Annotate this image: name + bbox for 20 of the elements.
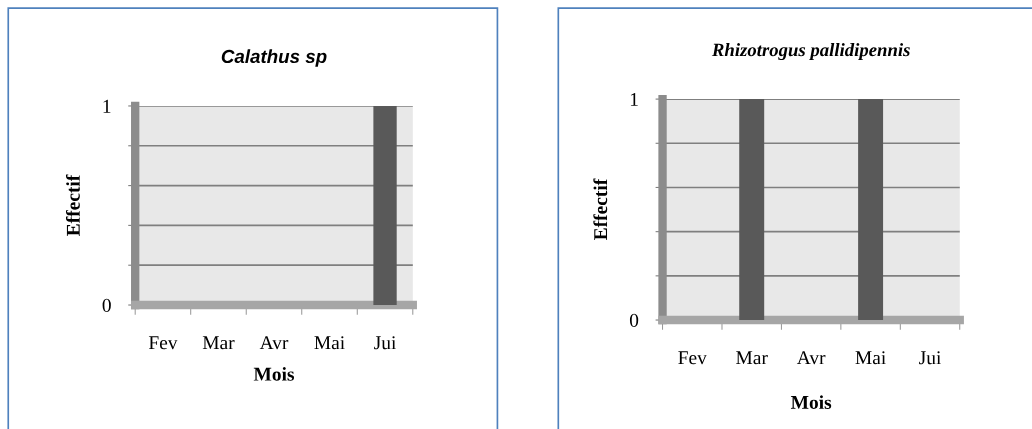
x-axis-title: Mois <box>790 395 832 409</box>
x-axis-title: Mois <box>253 367 295 381</box>
y-tick-label: 0 <box>102 298 111 312</box>
x-tick-label: Jui <box>374 336 397 350</box>
x-tick-label: Mar <box>202 336 235 350</box>
x-tick-label: Jui <box>919 351 942 365</box>
x-tick-label: Mar <box>736 351 768 365</box>
y-axis-title: Effectif <box>593 178 608 240</box>
chart-title: Rhizotrogus pallidipennis <box>711 43 910 61</box>
x-tick-label: Fev <box>148 336 178 350</box>
x-tick-label: Avr <box>796 351 826 365</box>
y-tick-label: 1 <box>630 93 638 106</box>
x-tick-label: Mai <box>855 351 886 365</box>
y-tick-label: 0 <box>629 313 639 327</box>
chart-title: Calathus sp <box>221 49 327 67</box>
x-tick-label: Fev <box>678 351 707 365</box>
y-axis-title: Effectif <box>65 174 80 236</box>
y-tick-label: 1 <box>103 99 111 113</box>
x-tick-label: Mai <box>314 336 345 350</box>
x-tick-label: Avr <box>259 336 289 350</box>
